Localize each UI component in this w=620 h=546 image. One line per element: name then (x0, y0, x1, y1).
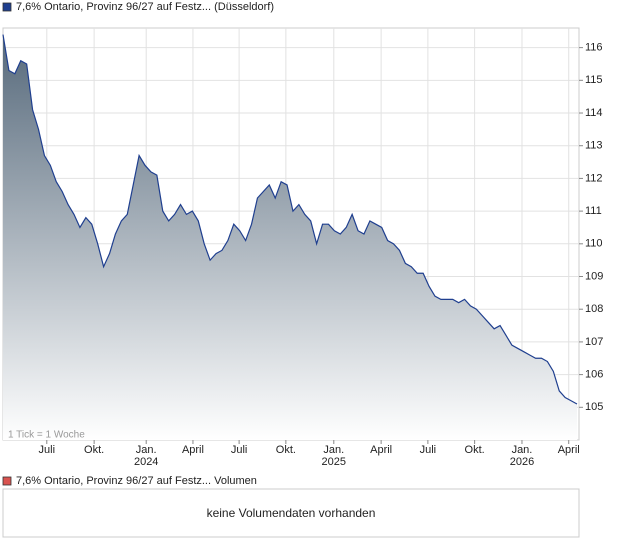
y-tick-label: 113 (585, 140, 603, 152)
x-tick-label: April (182, 444, 204, 456)
x-tick-label: Okt. (84, 444, 104, 456)
x-tick-label: Jan. (136, 444, 157, 456)
y-tick-label: 115 (585, 74, 603, 86)
volume-message: keine Volumendaten vorhanden (207, 506, 376, 520)
x-tick-year: 2026 (510, 456, 534, 468)
tick-note: 1 Tick = 1 Woche (8, 430, 85, 441)
x-tick-label: April (558, 444, 580, 456)
legend-swatch (2, 2, 12, 12)
y-tick-label: 111 (585, 205, 602, 217)
volume-swatch (2, 476, 12, 486)
y-tick-label: 110 (585, 238, 603, 250)
y-tick-label: 105 (585, 401, 603, 413)
x-tick-label: April (370, 444, 392, 456)
x-tick-label: Juli (39, 444, 56, 456)
volume-panel (2, 488, 580, 538)
y-tick-label: 108 (585, 303, 603, 315)
x-tick-label: Juli (420, 444, 437, 456)
chart-title: 7,6% Ontario, Provinz 96/27 auf Festz...… (16, 1, 274, 13)
area (3, 34, 577, 440)
y-tick-label: 106 (585, 369, 603, 381)
x-tick-label: Okt. (276, 444, 296, 456)
y-tick-label: 107 (585, 336, 603, 348)
x-tick-label: Jan. (512, 444, 533, 456)
y-tick-label: 109 (585, 270, 603, 282)
x-tick-year: 2024 (134, 456, 158, 468)
line (2, 34, 578, 405)
x-tick-label: Jan. (323, 444, 344, 456)
x-tick-label: Okt. (465, 444, 485, 456)
y-tick-label: 114 (585, 107, 603, 119)
x-tick-year: 2025 (322, 456, 346, 468)
x-tick-label: Juli (231, 444, 248, 456)
y-tick-label: 116 (585, 42, 603, 54)
volume-title: 7,6% Ontario, Provinz 96/27 auf Festz...… (16, 475, 257, 487)
y-tick-label: 112 (585, 172, 603, 184)
